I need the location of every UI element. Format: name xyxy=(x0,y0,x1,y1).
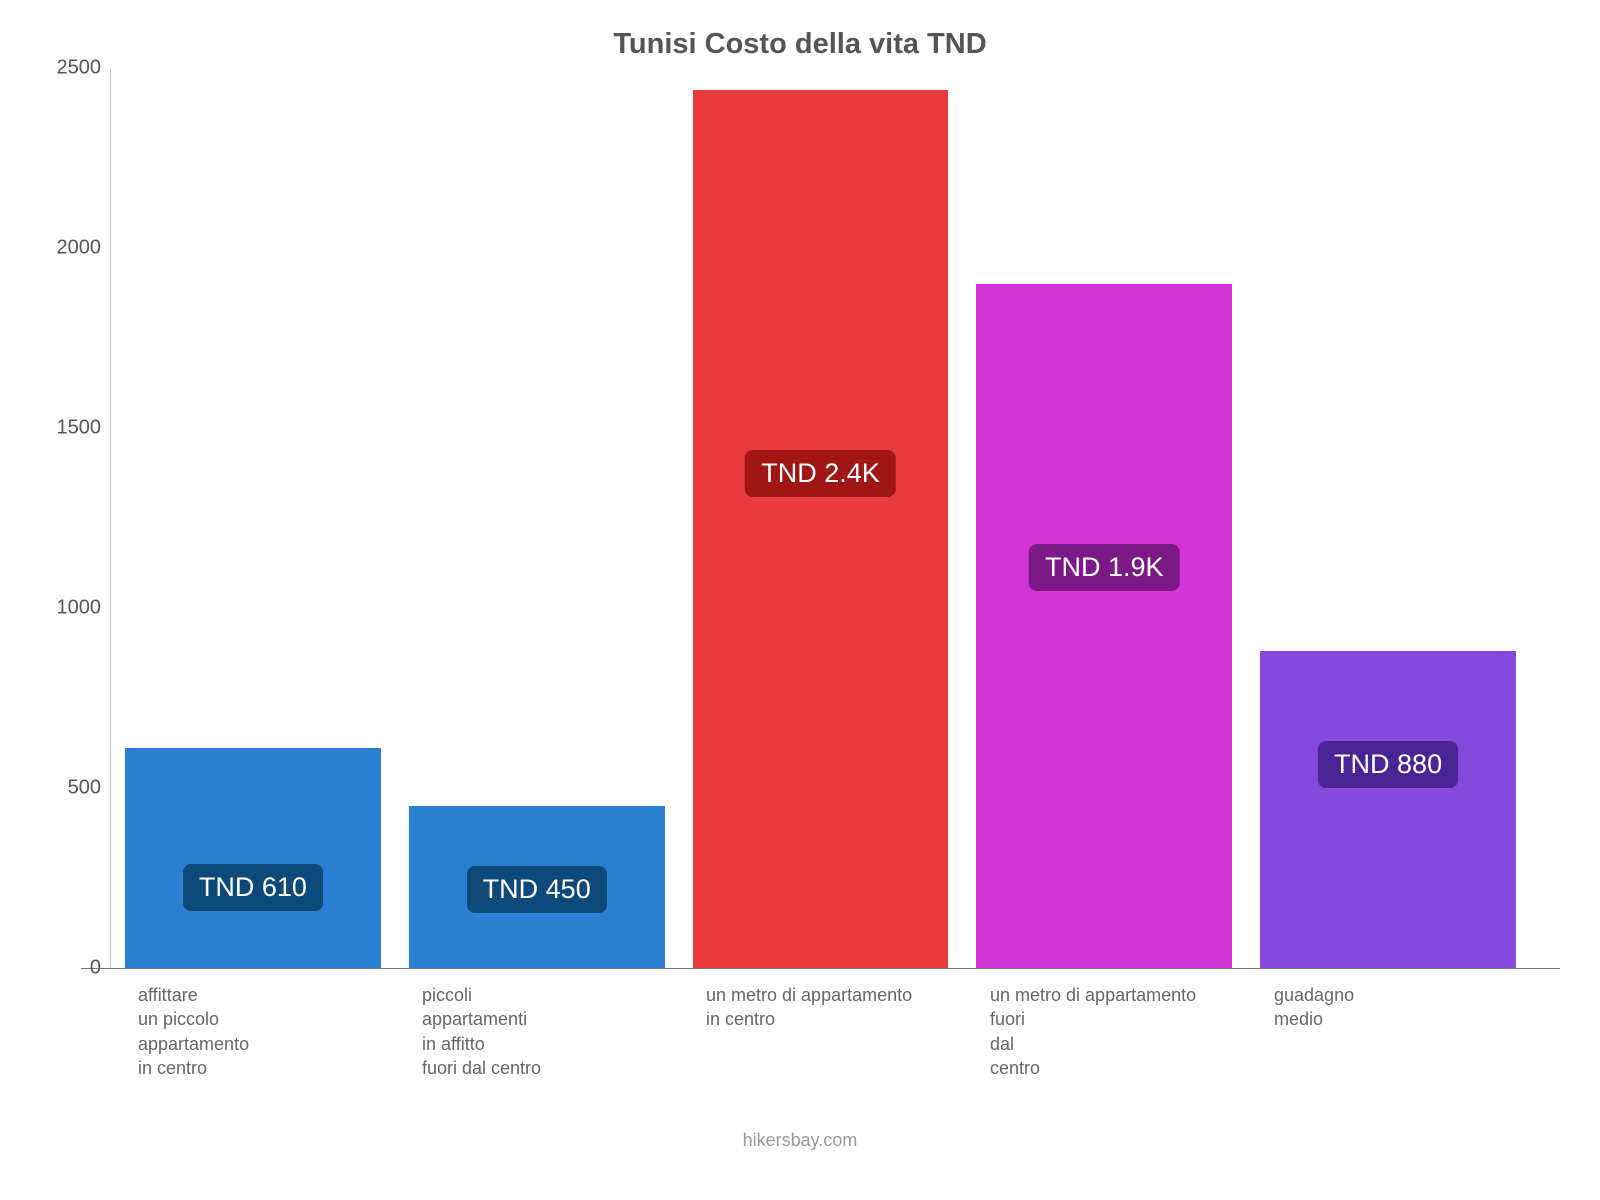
chart-container: Tunisi Costo della vita TND 0 500 1000 1500… xyxy=(0,0,1600,1200)
credit-text: hikersbay.com xyxy=(40,1130,1560,1151)
y-tick-label: 0 xyxy=(41,957,101,980)
bar-value-label: TND 610 xyxy=(183,864,323,911)
bar: TND 2.4K xyxy=(693,90,949,968)
x-axis-label: piccoli appartamenti in affitto fuori da… xyxy=(394,983,678,1080)
bar-slot: TND 1.9K xyxy=(962,284,1246,968)
x-axis-label: affittare un piccolo appartamento in cen… xyxy=(110,983,394,1080)
bar: TND 1.9K xyxy=(976,284,1232,968)
x-axis-label: guadagno medio xyxy=(1246,983,1530,1080)
bar-slot: TND 610 xyxy=(111,748,395,968)
bar: TND 610 xyxy=(125,748,381,968)
bar-slot: TND 880 xyxy=(1246,651,1530,968)
bars-group: TND 610 TND 450 TND 2.4K TND 1.9K TND 880 xyxy=(111,69,1530,968)
y-tick-label: 500 xyxy=(41,777,101,800)
bar: TND 880 xyxy=(1260,651,1516,968)
x-axis-label: un metro di appartamento fuori dal centr… xyxy=(962,983,1246,1080)
plot-area: 05001000150020002500 TND 610TND 450TND 2… xyxy=(110,69,1530,969)
y-tick-label: 2000 xyxy=(41,237,101,260)
bar-slot: TND 2.4K xyxy=(679,90,963,968)
y-axis-ticks: 05001000150020002500 xyxy=(41,69,101,968)
bar-slot: TND 450 xyxy=(395,806,679,968)
bar-value-label: TND 450 xyxy=(467,866,607,913)
chart-title: Tunisi Costo della vita TND xyxy=(40,28,1560,61)
bar: TND 450 xyxy=(409,806,665,968)
bar-value-label: TND 880 xyxy=(1318,741,1458,788)
y-tick-label: 2500 xyxy=(41,57,101,80)
y-tick-label: 1500 xyxy=(41,417,101,440)
bar-value-label: TND 2.4K xyxy=(745,450,896,497)
bar-value-label: TND 1.9K xyxy=(1029,544,1180,591)
x-axis-labels: affittare un piccolo appartamento in cen… xyxy=(110,983,1530,1080)
baseline-right xyxy=(1530,968,1560,969)
x-axis-label: un metro di appartamento in centro xyxy=(678,983,962,1080)
y-tick-label: 1000 xyxy=(41,597,101,620)
